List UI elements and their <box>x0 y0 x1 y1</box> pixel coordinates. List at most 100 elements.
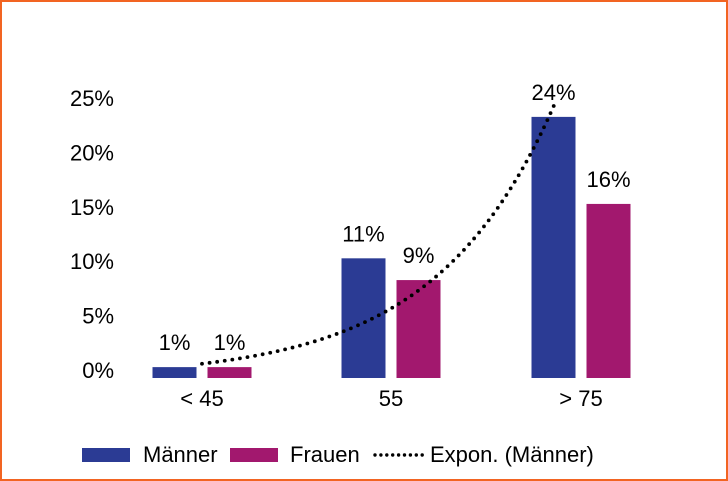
legend-swatch <box>82 448 130 462</box>
trendline-dot <box>370 316 374 321</box>
trendline-dot <box>445 264 450 269</box>
trendline-dot <box>348 326 353 331</box>
trendline-dot <box>409 293 414 298</box>
legend-dot <box>414 453 418 457</box>
trendline-dot <box>535 139 540 144</box>
category-label: 55 <box>379 386 403 411</box>
trendline-dot <box>200 361 204 366</box>
trendline-dot <box>531 146 536 150</box>
trendline-dot <box>238 356 242 361</box>
trendline-dot <box>383 309 388 314</box>
trendline-dot <box>245 355 250 360</box>
trendline-dot <box>334 332 339 336</box>
legend-dot <box>385 453 389 457</box>
trendline-dot <box>482 224 486 229</box>
trendline-dot <box>422 284 426 289</box>
trendline-dot <box>215 359 220 364</box>
legend-dotted-line-marker <box>373 453 424 457</box>
value-label: 9% <box>403 243 435 268</box>
bar <box>586 203 631 378</box>
trendline-dot <box>341 329 346 334</box>
y-axis-label: 25% <box>70 86 114 111</box>
trendline-dot <box>439 269 444 274</box>
legend-label: Männer <box>143 442 218 467</box>
trendline-dot <box>486 218 491 223</box>
trendline-dot <box>403 297 408 302</box>
trendline-dot <box>283 347 287 352</box>
trendline-dot <box>545 118 550 123</box>
trendline-dot <box>363 320 367 325</box>
trendline-dot <box>434 274 438 279</box>
trendline-dot <box>298 343 302 348</box>
y-axis-label: 20% <box>70 140 114 165</box>
y-axis-label: 15% <box>70 195 114 220</box>
bar <box>152 367 197 378</box>
trendline-dot <box>275 349 280 354</box>
legend-dot <box>408 453 413 457</box>
trendline-dot <box>451 259 456 263</box>
category-label: > 75 <box>559 386 602 411</box>
legend-label: Frauen <box>290 442 360 467</box>
trendline-dot <box>538 132 543 137</box>
value-label: 1% <box>214 330 246 355</box>
trendline-dot <box>491 212 496 217</box>
legend-dot <box>420 453 424 457</box>
trendline-dot <box>472 236 477 241</box>
trendline-dot <box>548 111 553 116</box>
trendline-dot <box>396 301 401 306</box>
bar <box>396 280 441 378</box>
trendline-dot <box>500 199 505 204</box>
exponential-trendline <box>200 104 556 366</box>
trendline-dot <box>390 305 395 310</box>
trendline-dot <box>551 104 556 108</box>
trendline-dot <box>467 242 472 247</box>
trendline-dot <box>508 186 513 191</box>
trendline-dot <box>528 153 532 157</box>
y-axis-label: 10% <box>70 249 114 274</box>
trendline-dot <box>428 279 433 284</box>
legend-dot <box>396 453 401 457</box>
trendline-dot <box>207 360 212 365</box>
trendline-dot <box>462 247 466 252</box>
trendline-dot <box>305 341 310 346</box>
value-label: 16% <box>586 167 630 192</box>
bar <box>207 367 252 378</box>
legend-dot <box>379 453 383 457</box>
trendline-dot <box>495 205 500 210</box>
legend-label: Expon. (Männer) <box>430 442 594 467</box>
trendline-dot <box>524 159 529 164</box>
trendline-dot <box>290 345 295 350</box>
bar <box>341 258 386 378</box>
trendline-dot <box>356 323 360 328</box>
trendline-dot <box>456 253 461 258</box>
trendline-dot <box>312 339 317 344</box>
value-label: 24% <box>531 80 575 105</box>
trendline-dot <box>415 289 420 293</box>
trendline-dot <box>542 125 546 130</box>
trendline-dot <box>516 173 521 178</box>
trendline-dot <box>253 353 257 358</box>
value-label: 1% <box>159 330 191 355</box>
trendline-dot <box>520 166 525 171</box>
trendline-dot <box>376 313 381 318</box>
bar <box>531 116 576 378</box>
trendline-dot <box>477 230 482 235</box>
y-axis-label: 5% <box>82 304 114 329</box>
trendline-dot <box>222 358 227 363</box>
legend-dot <box>373 453 377 457</box>
trendline-dot <box>268 350 273 355</box>
trendline-dot <box>512 179 517 184</box>
legend-dot <box>402 453 407 457</box>
legend-swatch <box>230 448 278 462</box>
y-axis-label: 0% <box>82 358 114 383</box>
trendline-dot <box>504 193 509 197</box>
trendline-dot <box>260 352 265 357</box>
category-label: < 45 <box>180 386 223 411</box>
trendline-dot <box>327 334 332 339</box>
trendline-dot <box>320 337 324 341</box>
legend-dot <box>391 453 395 457</box>
trendline-dot <box>230 357 235 362</box>
value-label: 11% <box>342 221 384 246</box>
